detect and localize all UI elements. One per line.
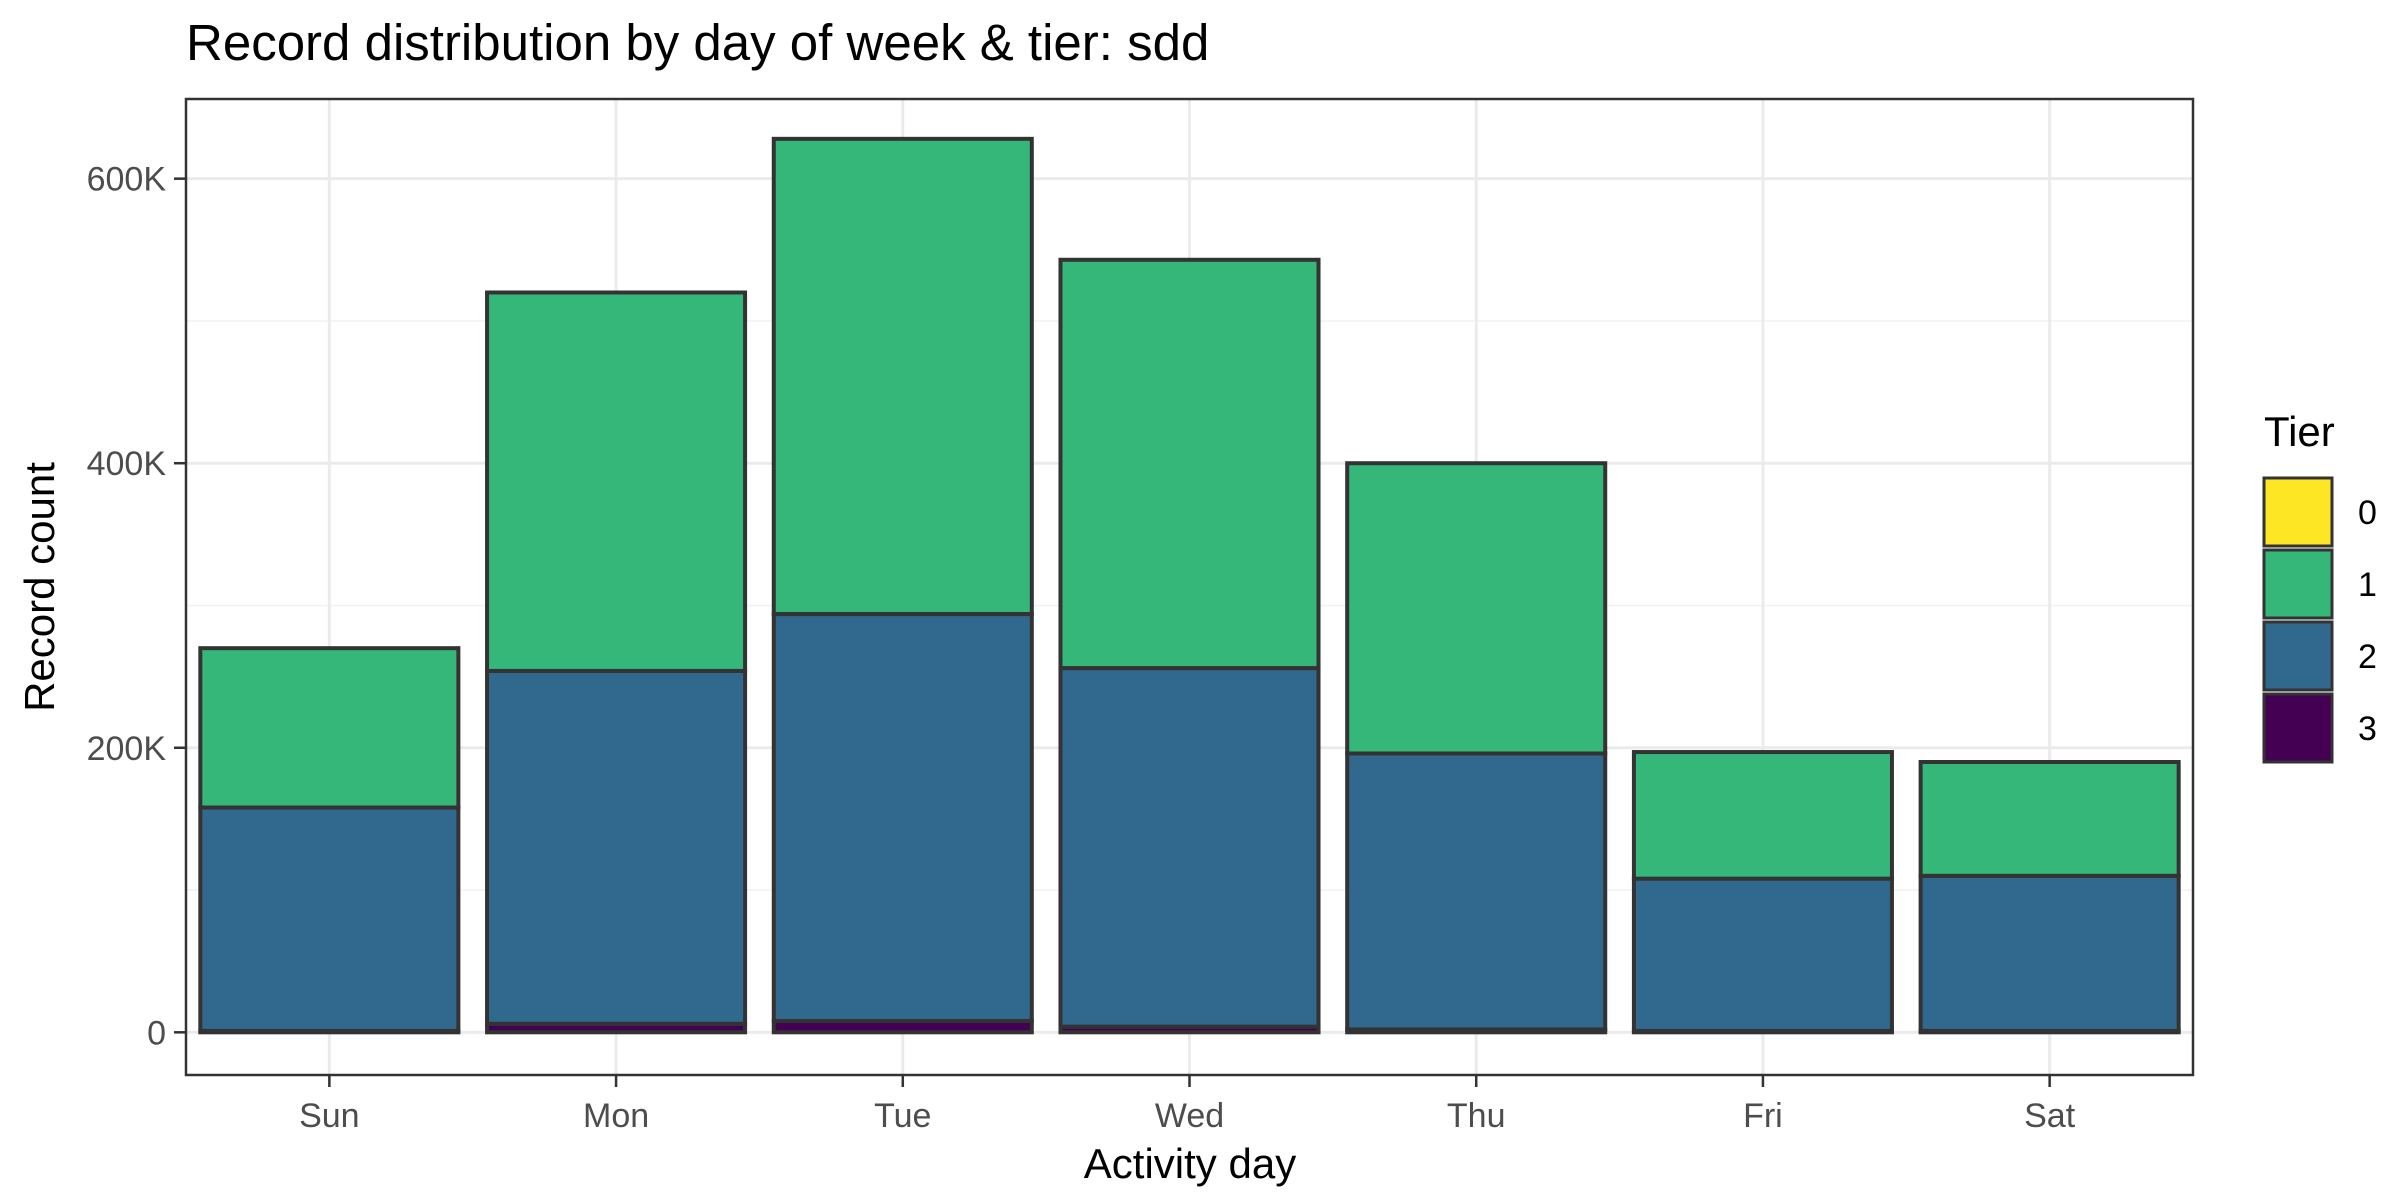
bar-sat-tier-1 (1918, 759, 2181, 878)
bar-thu-tier-1 (1345, 461, 1608, 756)
bar-mon-tier-2 (485, 668, 748, 1026)
bar-sun-tier-1 (198, 646, 461, 810)
x-tick-label: Mon (583, 1097, 649, 1135)
chart-title: Record distribution by day of week & tie… (186, 14, 1209, 71)
x-tick-label: Sat (2024, 1097, 2076, 1135)
bar-fri-tier-2 (1631, 876, 1894, 1033)
legend-key-tier-1 (2262, 548, 2334, 620)
legend-label: 2 (2358, 638, 2377, 676)
bar-wed-tier-1 (1058, 257, 1321, 671)
x-axis-title: Activity day (1084, 1140, 1296, 1187)
bars (198, 136, 2181, 1035)
legend-key-tier-2 (2262, 620, 2334, 692)
bar-tue-tier-1 (771, 136, 1034, 617)
y-tick-label: 200K (87, 730, 167, 768)
x-tick-label: Fri (1743, 1097, 1783, 1135)
y-tick-label: 400K (87, 445, 167, 483)
bar-thu-tier-2 (1345, 751, 1608, 1032)
legend-key-tier-0 (2262, 476, 2334, 548)
x-tick-label: Wed (1155, 1097, 1224, 1135)
legend-label: 3 (2358, 710, 2377, 748)
y-axis: 0 200K 400K 600K (87, 161, 186, 1052)
x-tick-label: Thu (1447, 1097, 1506, 1135)
y-tick-label: 0 (147, 1014, 166, 1052)
y-tick-label: 600K (87, 161, 167, 199)
legend-label: 0 (2358, 494, 2377, 532)
x-tick-label: Sun (299, 1097, 360, 1135)
legend: Tier 0 1 2 3 (2262, 408, 2377, 764)
bar-sat-tier-2 (1918, 873, 2181, 1033)
x-tick-label: Tue (874, 1097, 931, 1135)
bar-fri-tier-1 (1631, 750, 1894, 881)
legend-label: 1 (2358, 566, 2377, 604)
bar-sun-tier-2 (198, 805, 461, 1033)
bar-mon-tier-1 (485, 290, 748, 673)
bar-tue-tier-2 (771, 612, 1034, 1023)
y-axis-title: Record count (16, 462, 63, 712)
legend-key-tier-3 (2262, 692, 2334, 764)
x-axis: Sun Mon Tue Wed Thu Fri Sat (299, 1075, 2076, 1135)
bar-wed-tier-2 (1058, 666, 1321, 1029)
legend-title: Tier (2264, 408, 2335, 455)
